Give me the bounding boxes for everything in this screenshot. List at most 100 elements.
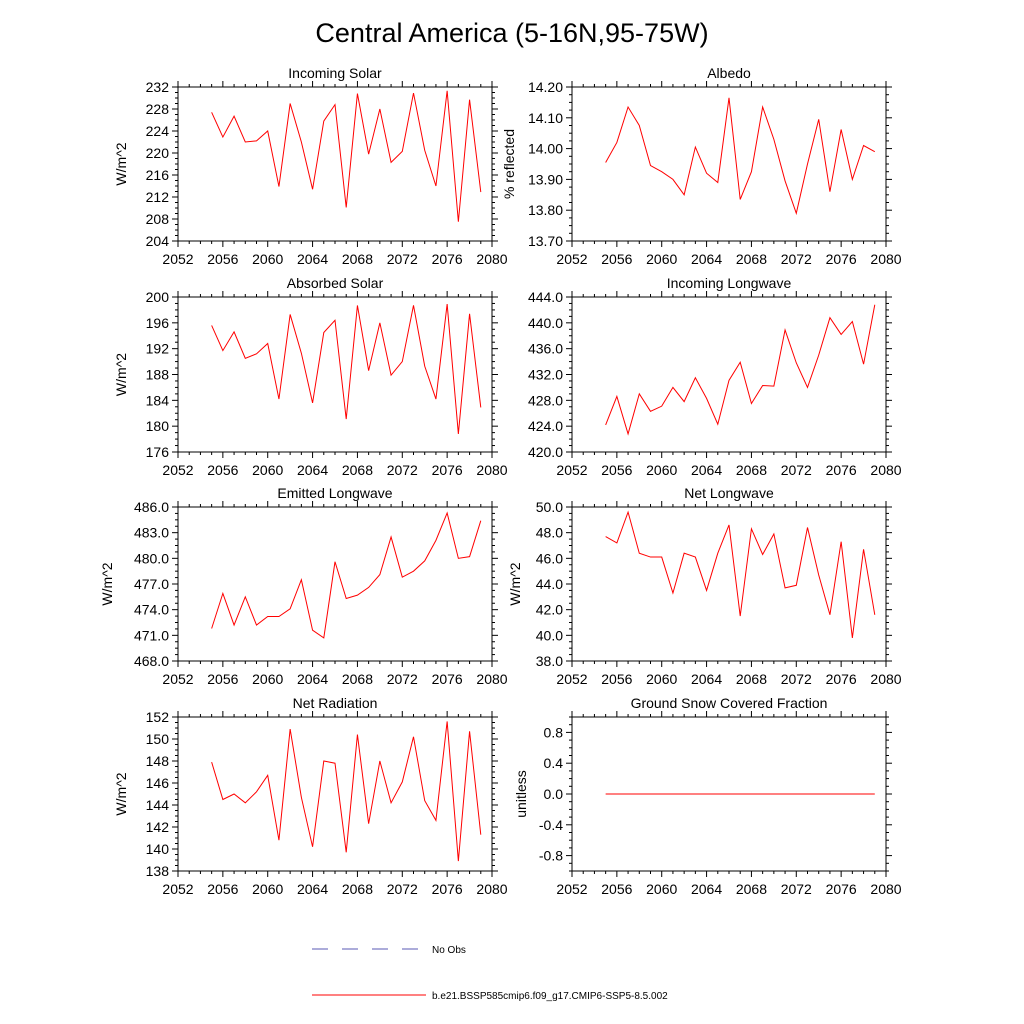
x-tick-label: 2060 (252, 462, 283, 478)
y-tick-label: 14.20 (528, 79, 563, 95)
y-tick-label: 144 (146, 797, 170, 813)
y-axis-label: W/m^2 (99, 562, 115, 605)
x-tick-label: 2080 (870, 251, 901, 267)
panel-title: Absorbed Solar (287, 275, 384, 291)
x-tick-label: 2056 (601, 251, 632, 267)
y-axis-label: W/m^2 (113, 772, 129, 815)
x-tick-label: 2076 (826, 462, 857, 478)
y-tick-label: 140 (146, 841, 170, 857)
x-tick-label: 2076 (432, 881, 463, 897)
y-tick-label: 471.0 (134, 627, 169, 643)
x-tick-label: 2072 (387, 251, 418, 267)
y-tick-label: 432.0 (528, 367, 563, 383)
x-tick-label: 2060 (646, 671, 677, 687)
x-tick-label: 2076 (826, 671, 857, 687)
y-tick-label: 204 (146, 233, 170, 249)
x-tick-label: 2068 (736, 671, 767, 687)
x-tick-label: 2068 (736, 881, 767, 897)
y-tick-label: 13.90 (528, 171, 563, 187)
y-tick-label: 428.0 (528, 392, 563, 408)
x-tick-label: 2060 (646, 462, 677, 478)
y-tick-label: 13.70 (528, 233, 563, 249)
panel-8: Ground Snow Covered Fraction 2052 2056 2060… (513, 695, 902, 897)
x-tick-label: 2064 (297, 671, 328, 687)
x-tick-label: 2080 (476, 881, 507, 897)
y-tick-label: 150 (146, 731, 170, 747)
x-tick-label: 2060 (252, 671, 283, 687)
x-tick-label: 2060 (646, 881, 677, 897)
x-tick-label: 2064 (691, 881, 722, 897)
y-tick-label: 440.0 (528, 315, 563, 331)
y-tick-label: 200 (146, 289, 170, 305)
panel-4: Incoming Longwave 2052 2056 2060 2064 2068 207… (528, 275, 902, 478)
y-tick-label: 50.0 (536, 499, 563, 515)
panel-title: Incoming Longwave (667, 275, 792, 291)
x-tick-label: 2072 (781, 462, 812, 478)
y-tick-label: 184 (146, 392, 170, 408)
legend-item: No Obs (312, 945, 466, 956)
x-tick-label: 2068 (342, 251, 373, 267)
x-tick-label: 2080 (870, 881, 901, 897)
panel-title: Net Radiation (293, 695, 378, 711)
x-tick-label: 2052 (556, 671, 587, 687)
x-tick-label: 2056 (207, 671, 238, 687)
x-tick-label: 2072 (387, 881, 418, 897)
x-tick-label: 2060 (252, 251, 283, 267)
legend-label: b.e21.BSSP585cmip6.f09_g17.CMIP6-SSP5-8.… (432, 991, 668, 1002)
x-tick-label: 2052 (556, 462, 587, 478)
y-tick-label: 0.0 (544, 786, 564, 802)
x-tick-label: 2056 (207, 251, 238, 267)
y-tick-label: 468.0 (134, 653, 169, 669)
x-tick-label: 2080 (476, 462, 507, 478)
y-tick-label: 138 (146, 863, 170, 879)
y-tick-label: 420.0 (528, 444, 563, 460)
x-tick-label: 2056 (207, 462, 238, 478)
panel-title: Albedo (707, 65, 751, 81)
panel-title: Emitted Longwave (277, 485, 392, 501)
panel-title: Incoming Solar (288, 65, 382, 81)
panel-title: Net Longwave (684, 485, 774, 501)
y-tick-label: 142 (146, 819, 170, 835)
x-tick-label: 2076 (826, 881, 857, 897)
y-axis-label: unitless (513, 770, 529, 817)
y-tick-label: 208 (146, 211, 170, 227)
x-tick-label: 2068 (736, 251, 767, 267)
y-tick-label: 14.10 (528, 110, 563, 126)
y-tick-label: 40.0 (536, 627, 563, 643)
x-tick-label: 2064 (297, 881, 328, 897)
legend: No Obs b.e21.BSSP585cmip6.f09_g17.CMIP6-S… (312, 945, 668, 1002)
panel-1: Incoming Solar 2052 2056 2060 2064 2068 2072 20… (113, 65, 508, 267)
y-tick-label: -0.4 (539, 817, 563, 833)
y-tick-label: 232 (146, 79, 170, 95)
y-tick-label: 477.0 (134, 576, 169, 592)
x-tick-label: 2080 (870, 671, 901, 687)
y-tick-label: 192 (146, 341, 170, 357)
figure-title: Central America (5-16N,95-75W) (315, 18, 708, 48)
x-tick-label: 2060 (646, 251, 677, 267)
y-tick-label: 480.0 (134, 550, 169, 566)
x-tick-label: 2068 (342, 671, 373, 687)
x-tick-label: 2056 (601, 671, 632, 687)
y-tick-label: 146 (146, 775, 170, 791)
legend-label: No Obs (432, 945, 466, 956)
x-tick-label: 2072 (781, 881, 812, 897)
x-tick-label: 2064 (297, 462, 328, 478)
x-tick-label: 2072 (387, 462, 418, 478)
x-tick-label: 2052 (556, 881, 587, 897)
panel-2: Albedo 2052 2056 2060 2064 2068 2072 2076 2080 13… (501, 65, 902, 267)
panel-7: Net Radiation 2052 2056 2060 2064 2068 2072 207… (113, 695, 508, 897)
y-tick-label: 424.0 (528, 418, 563, 434)
x-tick-label: 2056 (207, 881, 238, 897)
x-tick-label: 2076 (432, 671, 463, 687)
y-tick-label: 483.0 (134, 525, 169, 541)
y-tick-label: 0.4 (544, 755, 564, 771)
y-tick-label: 176 (146, 444, 170, 460)
y-tick-label: 48.0 (536, 525, 563, 541)
x-tick-label: 2080 (870, 462, 901, 478)
x-tick-label: 2072 (387, 671, 418, 687)
y-tick-label: 14.00 (528, 141, 563, 157)
y-tick-label: 212 (146, 189, 170, 205)
x-tick-label: 2064 (691, 251, 722, 267)
y-tick-label: 486.0 (134, 499, 169, 515)
y-tick-label: 444.0 (528, 289, 563, 305)
